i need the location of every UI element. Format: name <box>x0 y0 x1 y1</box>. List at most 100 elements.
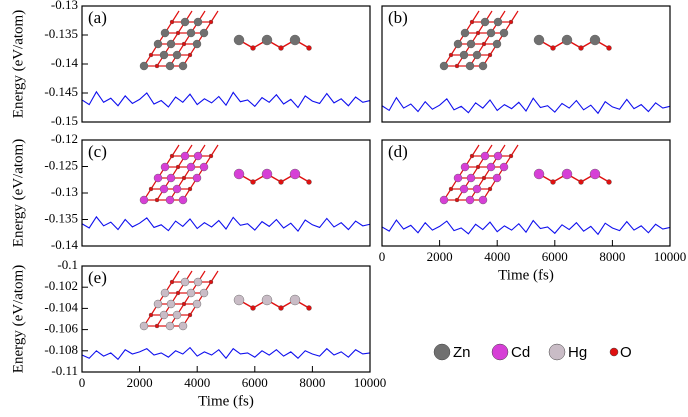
atom <box>155 64 159 68</box>
structure-image <box>140 271 312 330</box>
y-axis-label: Energy (eV/atom) <box>10 265 26 373</box>
atom <box>188 313 192 317</box>
atom <box>140 196 148 204</box>
atom <box>500 163 508 171</box>
atom <box>187 289 195 297</box>
atom <box>534 169 544 179</box>
panel: -0.15-0.145-0.14-0.135-0.13(a)Energy (eV… <box>10 0 370 128</box>
atom <box>200 29 208 37</box>
atom <box>173 185 181 193</box>
atom <box>482 176 486 180</box>
y-tick-label: -0.14 <box>51 237 79 252</box>
atom <box>449 53 453 57</box>
atom <box>466 196 474 204</box>
atom <box>176 165 180 169</box>
atom <box>181 152 189 160</box>
atom <box>160 311 168 319</box>
atom <box>488 53 492 57</box>
atom <box>466 62 474 70</box>
atom <box>154 300 162 308</box>
atom <box>262 295 272 305</box>
atom <box>154 174 162 182</box>
atom <box>234 169 244 179</box>
x-tick-label: 4000 <box>184 375 210 390</box>
atom <box>487 163 495 171</box>
legend-marker <box>549 344 565 360</box>
atom <box>166 322 174 330</box>
panel-label: (c) <box>88 142 107 161</box>
atom <box>194 152 202 160</box>
atom <box>182 42 186 46</box>
figure: -0.15-0.145-0.14-0.135-0.13(a)Energy (eV… <box>0 0 688 417</box>
x-tick-label: 0 <box>379 249 386 264</box>
atom <box>454 174 462 182</box>
atom <box>262 169 272 179</box>
panel-label: (a) <box>88 8 107 27</box>
atom <box>476 31 480 35</box>
atom <box>161 163 169 171</box>
y-tick-label: -0.102 <box>44 278 78 293</box>
legend-label: Zn <box>453 344 471 361</box>
panel: -0.14-0.135-0.13-0.125-0.12(c)Energy (eV… <box>10 131 370 252</box>
atom <box>234 35 244 45</box>
atom <box>181 18 189 26</box>
atom <box>161 289 169 297</box>
atom <box>534 35 544 45</box>
y-tick-label: -0.11 <box>51 363 78 378</box>
plot-frame <box>382 6 670 122</box>
atom <box>467 174 475 182</box>
panel-label: (d) <box>388 142 408 161</box>
atom <box>461 163 469 171</box>
atom <box>479 62 487 70</box>
x-tick-label: 2000 <box>127 375 153 390</box>
atom <box>481 18 489 26</box>
y-tick-label: -0.145 <box>44 84 78 99</box>
y-tick-label: -0.12 <box>51 131 78 146</box>
atom <box>487 29 495 37</box>
atom <box>476 165 480 169</box>
atom <box>307 306 312 311</box>
atom <box>607 180 612 185</box>
atom <box>479 196 487 204</box>
atom <box>234 295 244 305</box>
atom <box>209 154 213 158</box>
atom <box>590 35 600 45</box>
atom <box>551 180 556 185</box>
atom <box>279 180 284 185</box>
atom <box>460 51 468 59</box>
x-axis-label: Time (fs) <box>198 393 254 409</box>
atom <box>493 40 501 48</box>
atom <box>493 174 501 182</box>
atom <box>173 51 181 59</box>
atom <box>173 311 181 319</box>
plot-frame <box>382 140 670 246</box>
atom <box>467 40 475 48</box>
legend-marker <box>610 348 618 356</box>
y-tick-label: -0.15 <box>51 113 78 128</box>
atom <box>167 300 175 308</box>
atom <box>155 198 159 202</box>
atom <box>251 306 256 311</box>
atom <box>461 29 469 37</box>
legend-marker <box>434 344 450 360</box>
atom <box>262 35 272 45</box>
atom <box>140 322 148 330</box>
x-tick-label: 10000 <box>654 249 687 264</box>
atom <box>179 196 187 204</box>
structure-image <box>440 145 612 204</box>
atom <box>167 174 175 182</box>
x-tick-label: 6000 <box>242 375 268 390</box>
atom <box>209 280 213 284</box>
atom <box>290 169 300 179</box>
atom <box>579 46 584 51</box>
atom <box>251 180 256 185</box>
y-tick-label: -0.125 <box>44 157 78 172</box>
atom <box>194 278 202 286</box>
atom <box>494 152 502 160</box>
atom <box>176 291 180 295</box>
atom <box>149 53 153 57</box>
y-tick-label: -0.108 <box>44 342 78 357</box>
atom <box>279 306 284 311</box>
atom <box>562 169 572 179</box>
atom <box>251 46 256 51</box>
